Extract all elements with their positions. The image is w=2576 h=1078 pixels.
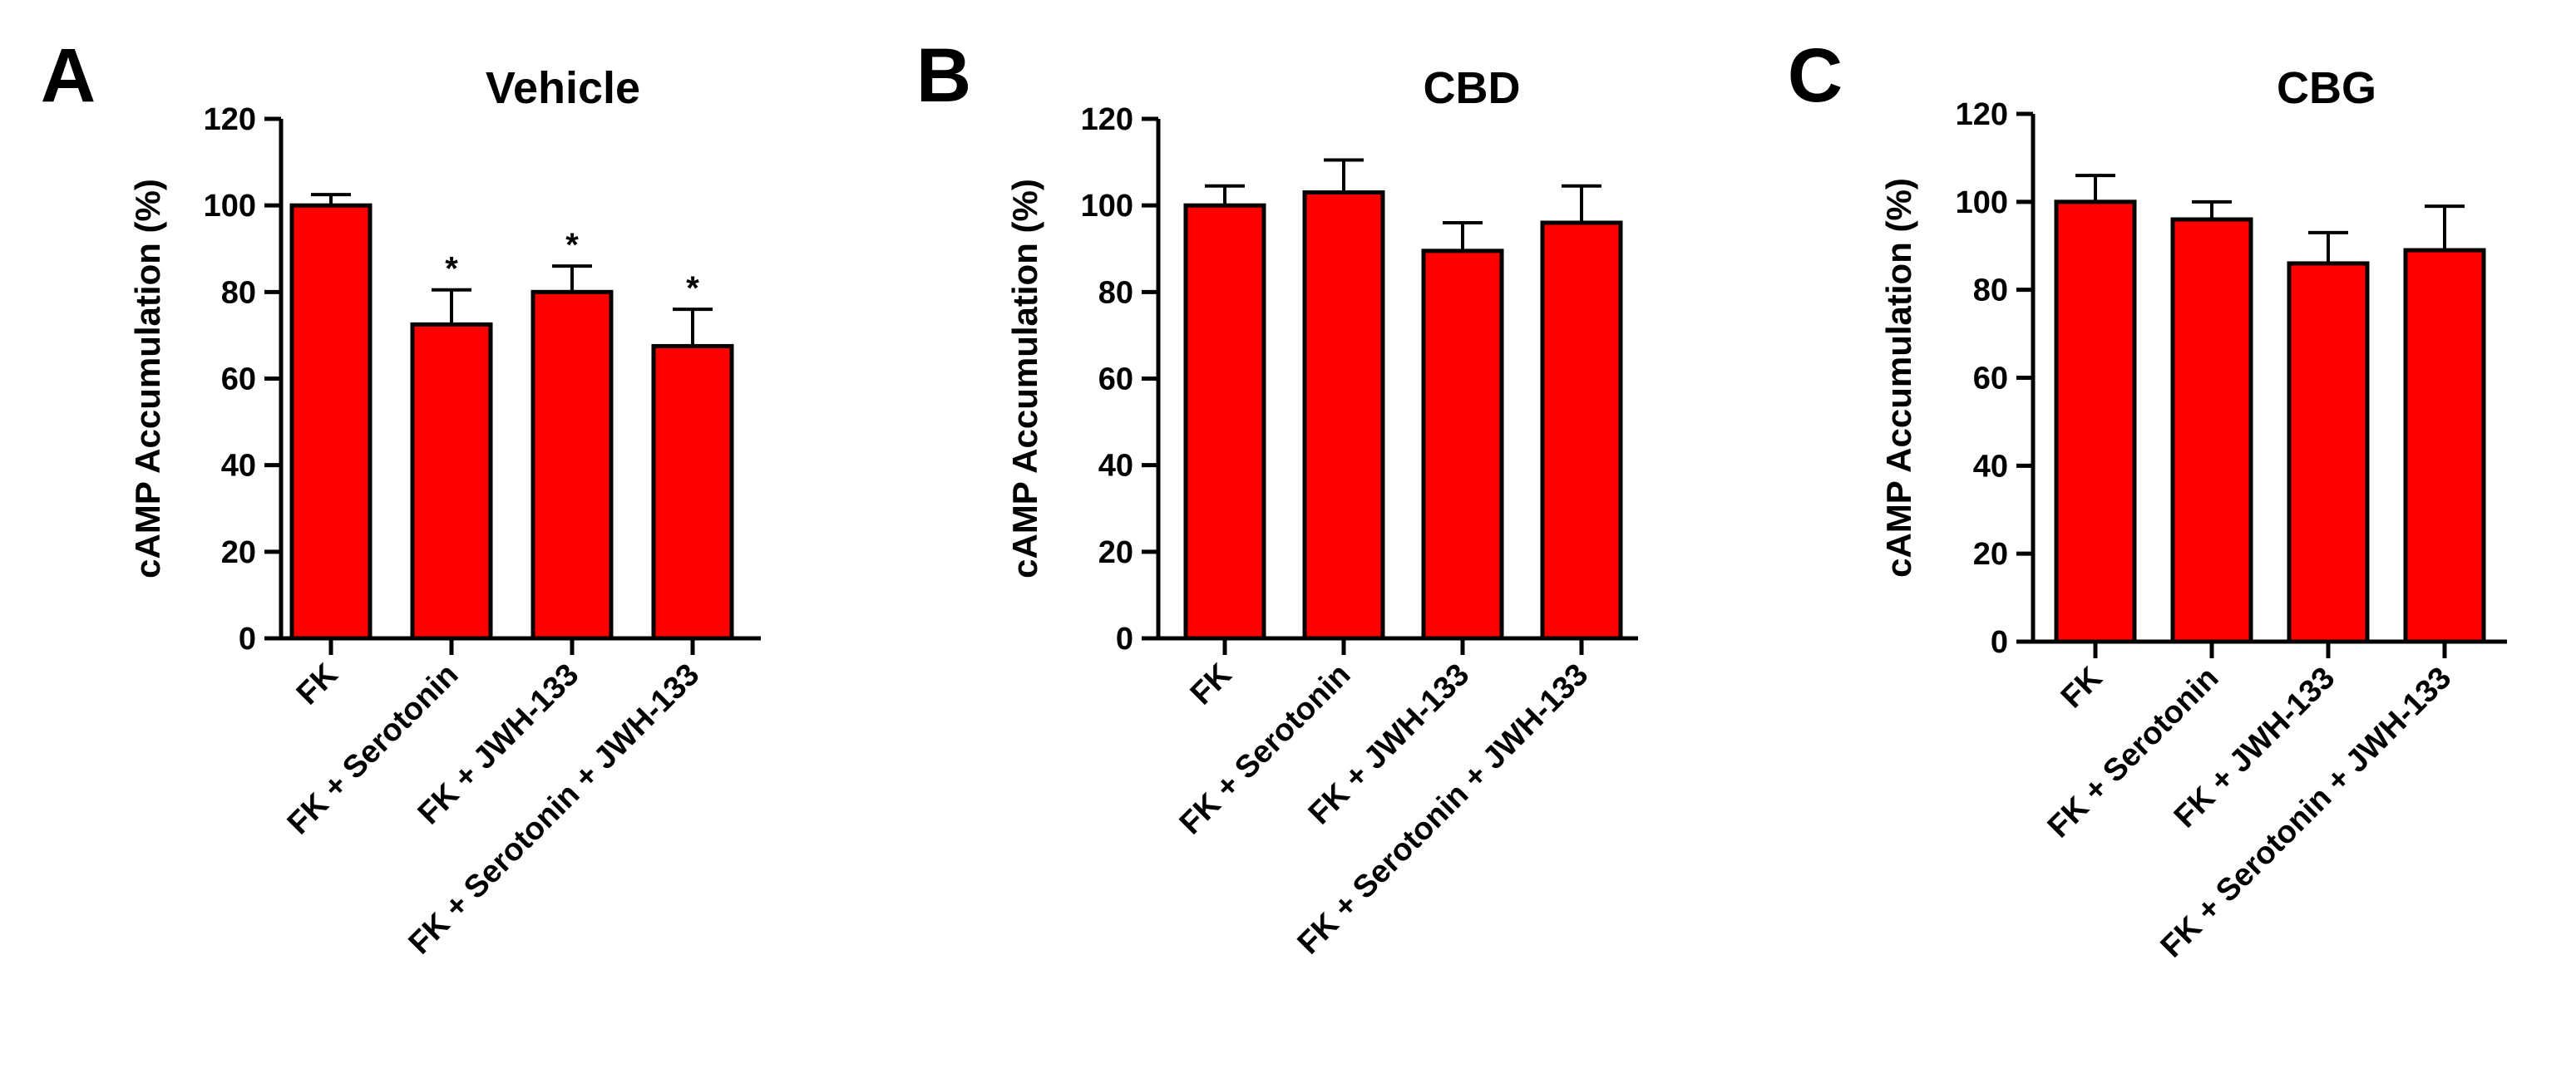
category-label: FK — [2055, 660, 2110, 715]
y-tick-label: 0 — [1991, 625, 2008, 660]
y-tick-label: 40 — [1098, 449, 1133, 484]
chart-title: CBG — [2277, 63, 2376, 113]
y-tick-label: 40 — [1973, 449, 2008, 484]
panel-letter: A — [41, 33, 96, 118]
bar-1 — [1302, 190, 1385, 641]
y-tick-label: 120 — [1081, 102, 1133, 137]
y-tick-label: 100 — [1081, 189, 1133, 224]
panel-letter: C — [1788, 33, 1843, 118]
y-tick-label: 100 — [1956, 185, 2008, 220]
y-tick-label: 20 — [1973, 537, 2008, 572]
y-tick-label: 60 — [1098, 362, 1133, 397]
significance-marker: * — [565, 227, 579, 263]
y-tick-label: 120 — [204, 102, 256, 137]
chart-panel-b: B CBD cAMP Accumulation (%) 0 20 40 60 80 100 120… — [916, 33, 1638, 961]
bar-2 — [1421, 249, 1504, 641]
chart-title: Vehicle — [486, 63, 640, 113]
chart-title: CBD — [1424, 63, 1521, 113]
chart-panel-a: A Vehicle cAMP Accumulation (%) 0 20 40 60 80 10… — [41, 33, 761, 961]
y-tick-label: 100 — [204, 189, 256, 224]
bar-3 — [2403, 248, 2486, 644]
significance-marker: * — [445, 251, 458, 288]
y-tick-label: 0 — [1116, 622, 1133, 657]
bar-2 — [530, 289, 614, 641]
y-tick-label: 60 — [1973, 362, 2008, 396]
y-tick-label: 80 — [221, 275, 256, 310]
y-tick-label: 40 — [221, 449, 256, 484]
y-tick-label: 80 — [1098, 275, 1133, 310]
category-label: FK — [290, 657, 345, 711]
y-tick-label: 0 — [239, 622, 256, 657]
chart-panel-c: C CBG cAMP Accumulation (%) 0 20 40 60 80 100 120… — [1788, 33, 2507, 964]
y-tick-label: 120 — [1956, 97, 2008, 132]
y-tick-label: 60 — [221, 362, 256, 397]
panel-letter: B — [916, 33, 971, 118]
bar-1 — [2170, 217, 2253, 644]
significance-marker: * — [686, 270, 699, 307]
category-label: FK — [1184, 657, 1239, 711]
y-axis-label: cAMP Accumulation (%) — [128, 179, 167, 578]
bar-0 — [1183, 203, 1266, 641]
y-tick-label: 20 — [1098, 535, 1133, 570]
y-axis-label: cAMP Accumulation (%) — [1879, 178, 1918, 578]
bar-1 — [410, 322, 493, 641]
bar-2 — [2287, 261, 2370, 644]
y-tick-label: 20 — [221, 535, 256, 570]
bar-0 — [289, 203, 373, 641]
y-tick-label: 80 — [1973, 273, 2008, 308]
bar-3 — [1540, 220, 1623, 641]
bar-3 — [651, 343, 734, 641]
y-axis-label: cAMP Accumulation (%) — [1005, 179, 1044, 578]
bar-0 — [2054, 199, 2137, 644]
